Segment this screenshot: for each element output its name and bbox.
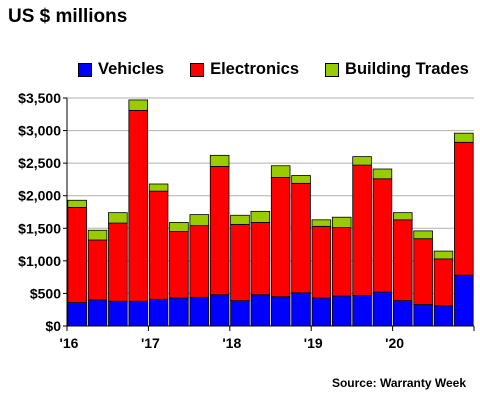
bar-vehicles [128,300,148,327]
chart-title: US $ millions [8,6,128,27]
bar-electronics [128,109,148,302]
bar-electronics [393,219,413,301]
bar-building-trades [413,230,433,240]
x-tick-label: '20 [385,335,404,351]
bar-building-trades [87,229,108,241]
x-tick-label: '16 [60,335,79,351]
bar-vehicles [148,298,169,327]
bar-electronics [311,225,332,299]
bar-vehicles [413,304,433,327]
bar-building-trades [331,216,352,229]
y-tick-label: $2,000 [18,188,61,204]
plot-area [67,98,474,326]
bar-vehicles [352,294,372,327]
bar-building-trades [169,222,189,232]
bar-vehicles [209,294,230,327]
chart-legend: Vehicles Electronics Building Trades [78,60,474,79]
bar-building-trades [291,175,311,184]
bar-electronics [413,238,433,305]
bar-electronics [108,222,128,302]
bar-electronics [270,177,291,298]
x-tick-label: '19 [304,335,323,351]
y-tick-label: $1,500 [18,220,61,236]
bar-electronics [433,258,454,307]
bar-vehicles [230,300,250,327]
bar-vehicles [250,294,271,327]
y-tick-label: $3,000 [18,123,61,139]
bar-building-trades [250,210,271,223]
bar-electronics [67,207,87,303]
bar-electronics [372,178,393,293]
bar-building-trades [148,183,169,192]
bar-vehicles [291,292,311,327]
bar-electronics [169,231,189,299]
bar-electronics [291,182,311,294]
y-tick-label: $1,000 [18,253,61,269]
legend-item-electronics: Electronics [190,60,299,79]
bar-building-trades [454,132,474,143]
bar-vehicles [433,305,454,327]
bar-building-trades [352,156,372,166]
bar-vehicles [87,299,108,327]
bar-vehicles [393,300,413,327]
y-tick-label: $2,500 [18,155,61,171]
bar-vehicles [311,297,332,327]
legend-swatch-building-trades [325,62,340,77]
bar-building-trades [209,154,230,167]
legend-swatch-vehicles [78,62,92,77]
legend-swatch-electronics [190,62,205,77]
bar-vehicles [169,297,189,327]
bar-electronics [87,239,108,301]
bar-vehicles [67,302,87,327]
bar-electronics [148,190,169,300]
bar-vehicles [189,296,210,327]
bar-electronics [230,223,250,301]
y-tick-label: $3,500 [18,90,61,106]
bar-building-trades [270,165,291,178]
legend-label-electronics: Electronics [210,60,300,78]
bar-vehicles [454,274,474,327]
bar-vehicles [331,295,352,327]
x-tick-label: '17 [141,335,160,351]
bar-electronics [331,227,352,297]
bar-building-trades [311,219,332,227]
x-tick-label: '18 [222,335,241,351]
legend-label-vehicles: Vehicles [98,60,165,78]
bar-electronics [352,164,372,296]
bar-building-trades [393,212,413,221]
bar-building-trades [67,199,87,208]
y-tick-label: $500 [30,285,61,301]
bar-electronics [189,225,210,298]
bar-building-trades [230,214,250,225]
bar-vehicles [372,291,393,327]
bar-vehicles [108,300,128,327]
source-note: Source: Warranty Week [331,376,466,390]
bar-building-trades [433,250,454,260]
bar-electronics [209,165,230,296]
bar-building-trades [108,212,128,224]
legend-label-building-trades: Building Trades [345,60,469,78]
bar-electronics [250,222,271,296]
legend-item-vehicles: Vehicles [78,60,164,79]
bar-building-trades [128,99,148,111]
legend-item-building-trades: Building Trades [325,60,469,79]
bar-building-trades [372,168,393,180]
bar-building-trades [189,214,210,227]
y-tick-label: $0 [45,318,61,334]
bar-vehicles [270,296,291,327]
bar-electronics [454,141,474,276]
